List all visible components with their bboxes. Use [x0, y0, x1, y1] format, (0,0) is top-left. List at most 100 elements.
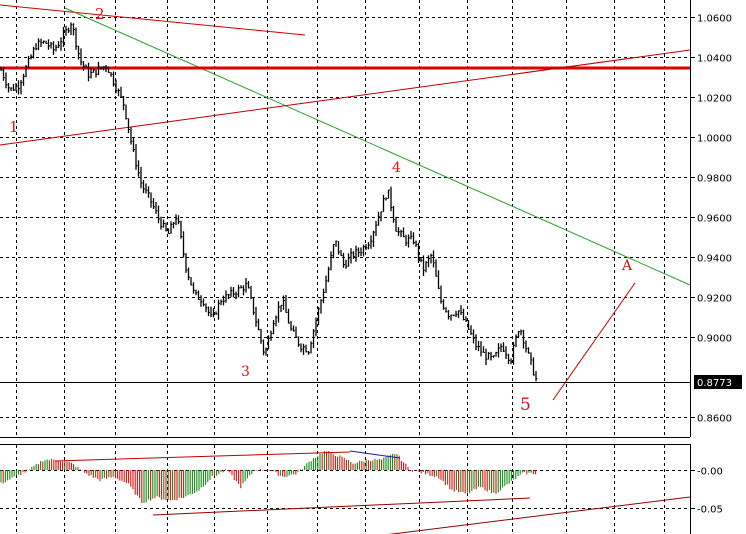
price-bar [440, 285, 443, 304]
price-bar [270, 330, 273, 341]
price-bar [445, 307, 448, 313]
osc-upper-trendline[interactable] [54, 451, 351, 462]
price-bar [120, 86, 123, 99]
price-bar [477, 340, 480, 352]
price-bar [7, 83, 10, 93]
price-bar [110, 72, 113, 77]
price-bar [257, 318, 260, 331]
price-bar [72, 23, 75, 36]
price-bar [237, 284, 240, 298]
price-bar [492, 355, 495, 358]
price-bar [40, 38, 43, 48]
price-bar [187, 267, 190, 281]
price-bar [85, 64, 88, 68]
price-bar [372, 230, 375, 247]
price-bar [317, 306, 320, 326]
price-bar [260, 328, 263, 344]
price-bar [205, 303, 208, 313]
price-bar [132, 138, 135, 153]
price-bar [32, 46, 35, 59]
price-bar [212, 307, 215, 318]
price-bar [222, 295, 225, 306]
rising-channel-line[interactable] [0, 49, 691, 146]
osc-bottom-trendline[interactable] [336, 496, 691, 534]
green-trendline[interactable] [64, 7, 691, 286]
price-bar [92, 68, 95, 73]
price-bar [475, 334, 478, 351]
price-bar [97, 61, 100, 76]
price-bar [520, 329, 523, 336]
price-bar [392, 206, 395, 223]
price-tick-label: 0.9000 [697, 334, 732, 345]
grid [0, 0, 690, 534]
price-bar [407, 234, 410, 248]
price-bar [387, 189, 390, 199]
price-bar [522, 329, 525, 349]
osc-lower-trendline[interactable] [152, 497, 531, 516]
price-bar [142, 179, 145, 194]
price-bar [177, 215, 180, 225]
price-bar [255, 306, 258, 327]
price-bar [90, 67, 93, 79]
price-bar [432, 250, 435, 268]
price-bar [377, 211, 380, 226]
price-bar [287, 308, 290, 324]
price-tick-label: 1.0000 [697, 134, 732, 145]
wave-label-3: 3 [241, 364, 250, 380]
price-bar [327, 266, 330, 283]
price-bar [170, 221, 173, 234]
price-bar [532, 357, 535, 376]
price-bar [242, 285, 245, 296]
price-bar [147, 186, 150, 198]
price-bar [470, 325, 473, 335]
price-bar [230, 286, 233, 297]
price-bar [530, 352, 533, 365]
price-bar [315, 317, 318, 337]
price-bar [302, 343, 305, 355]
price-bar [217, 299, 220, 320]
price-bar [52, 41, 55, 55]
price-bar [297, 336, 300, 347]
price-bar [312, 329, 315, 349]
price-bar [152, 197, 155, 210]
price-bar [427, 255, 430, 268]
price-bar [437, 270, 440, 289]
price-bar [340, 250, 343, 257]
price-axis: 1.0600 1.0400 1.0200 1.0000 0.9800 0.9600 0.94… [690, 14, 732, 516]
price-bar [105, 64, 108, 73]
price-bar [185, 253, 188, 273]
price-bar [487, 351, 490, 360]
price-bar [295, 326, 298, 338]
price-bar [162, 219, 165, 228]
price-bar [447, 310, 450, 320]
price-bar [365, 244, 368, 251]
price-bar [405, 234, 408, 246]
price-bar [20, 79, 23, 95]
upper-resistance-line[interactable] [0, 4, 306, 36]
price-bar [535, 371, 538, 382]
osc-tick-label: -0.00 [697, 467, 723, 478]
price-tick-label: 1.0200 [697, 94, 732, 105]
price-tick-label: 1.0600 [697, 14, 732, 25]
price-bar [457, 310, 460, 318]
price-bar [282, 295, 285, 310]
projection-line[interactable] [552, 282, 636, 401]
price-bar [210, 306, 213, 318]
price-bar [227, 293, 230, 300]
price-bar [130, 127, 133, 145]
price-bar [67, 27, 70, 34]
price-bar [87, 62, 90, 82]
price-bars [0, 22, 538, 382]
price-bar [115, 79, 118, 94]
price-bar [220, 299, 223, 306]
price-bar [517, 330, 520, 338]
price-bar [195, 289, 198, 296]
price-bar [137, 160, 140, 177]
price-bar [275, 315, 278, 327]
price-bar [22, 73, 25, 86]
price-bar [402, 227, 405, 238]
price-bar [107, 66, 110, 74]
price-bar [135, 144, 138, 170]
osc-divergence-line[interactable] [349, 450, 401, 459]
